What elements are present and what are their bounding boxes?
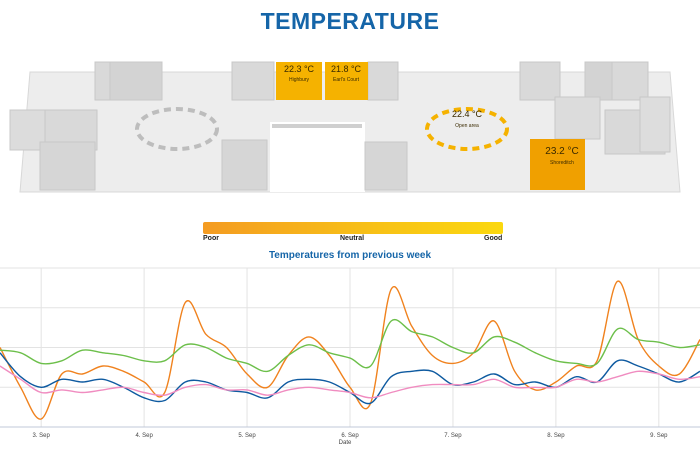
x-tick-label: 6. Sep [341,433,359,439]
x-tick-label: 3. Sep [32,433,50,439]
room-name-open-area: Open area [455,123,479,129]
temperature-scale-bar [203,222,503,234]
temperature-chart: 3. Sep 4. Sep 5. Sep 6. Sep 7. Sep 8. Sep 9. S… [0,267,700,446]
x-axis-title: Date [339,440,352,446]
x-tick-label: 8. Sep [547,433,565,439]
room-block [39,141,96,191]
room-block [221,139,268,191]
room-shoreditch[interactable] [530,139,585,190]
room-name-highbury: Highbury [289,77,310,83]
chart-title: Temperatures from previous week [268,250,432,261]
room-block [639,96,671,153]
room-earls-court[interactable] [325,62,368,100]
room-block [519,61,561,101]
floor-plan: 22.3 °C Highbury 21.8 °C Earl's Court 22… [9,61,681,193]
series-line-3[interactable] [0,365,700,399]
x-tick-label: 7. Sep [444,433,462,439]
open-area-outline[interactable] [425,107,509,151]
courtyard-wall [272,124,362,128]
room-name-shoreditch: Shoreditch [550,160,574,166]
room-block [364,141,408,191]
grey-open-area-outline [135,107,219,151]
room-block [367,61,399,101]
room-temp-shoreditch: 23.2 °C [545,146,578,157]
room-temp-open-area: 22.4 °C [452,109,483,119]
room-block [554,96,601,140]
x-tick-label: 9. Sep [650,433,668,439]
legend-good-label: Good [484,235,503,242]
room-name-earls-court: Earl's Court [333,77,360,83]
room-highbury[interactable] [276,62,322,100]
x-tick-label: 5. Sep [238,433,256,439]
legend-poor-label: Poor [203,235,219,242]
room-block [231,61,275,101]
chart-series-group [0,280,700,420]
x-tick-label: 4. Sep [135,433,153,439]
room-temp-highbury: 22.3 °C [284,64,315,74]
page-title: TEMPERATURE [260,8,440,34]
room-temp-earls-court: 21.8 °C [331,64,362,74]
chart-x-axis: 3. Sep 4. Sep 5. Sep 6. Sep 7. Sep 8. Sep 9. S… [0,426,700,439]
series-line-1[interactable] [0,319,700,373]
room-block [611,61,649,101]
room-block [109,61,163,101]
legend-neutral-label: Neutral [340,235,365,242]
central-courtyard [270,122,365,192]
chart-grid [0,267,700,428]
